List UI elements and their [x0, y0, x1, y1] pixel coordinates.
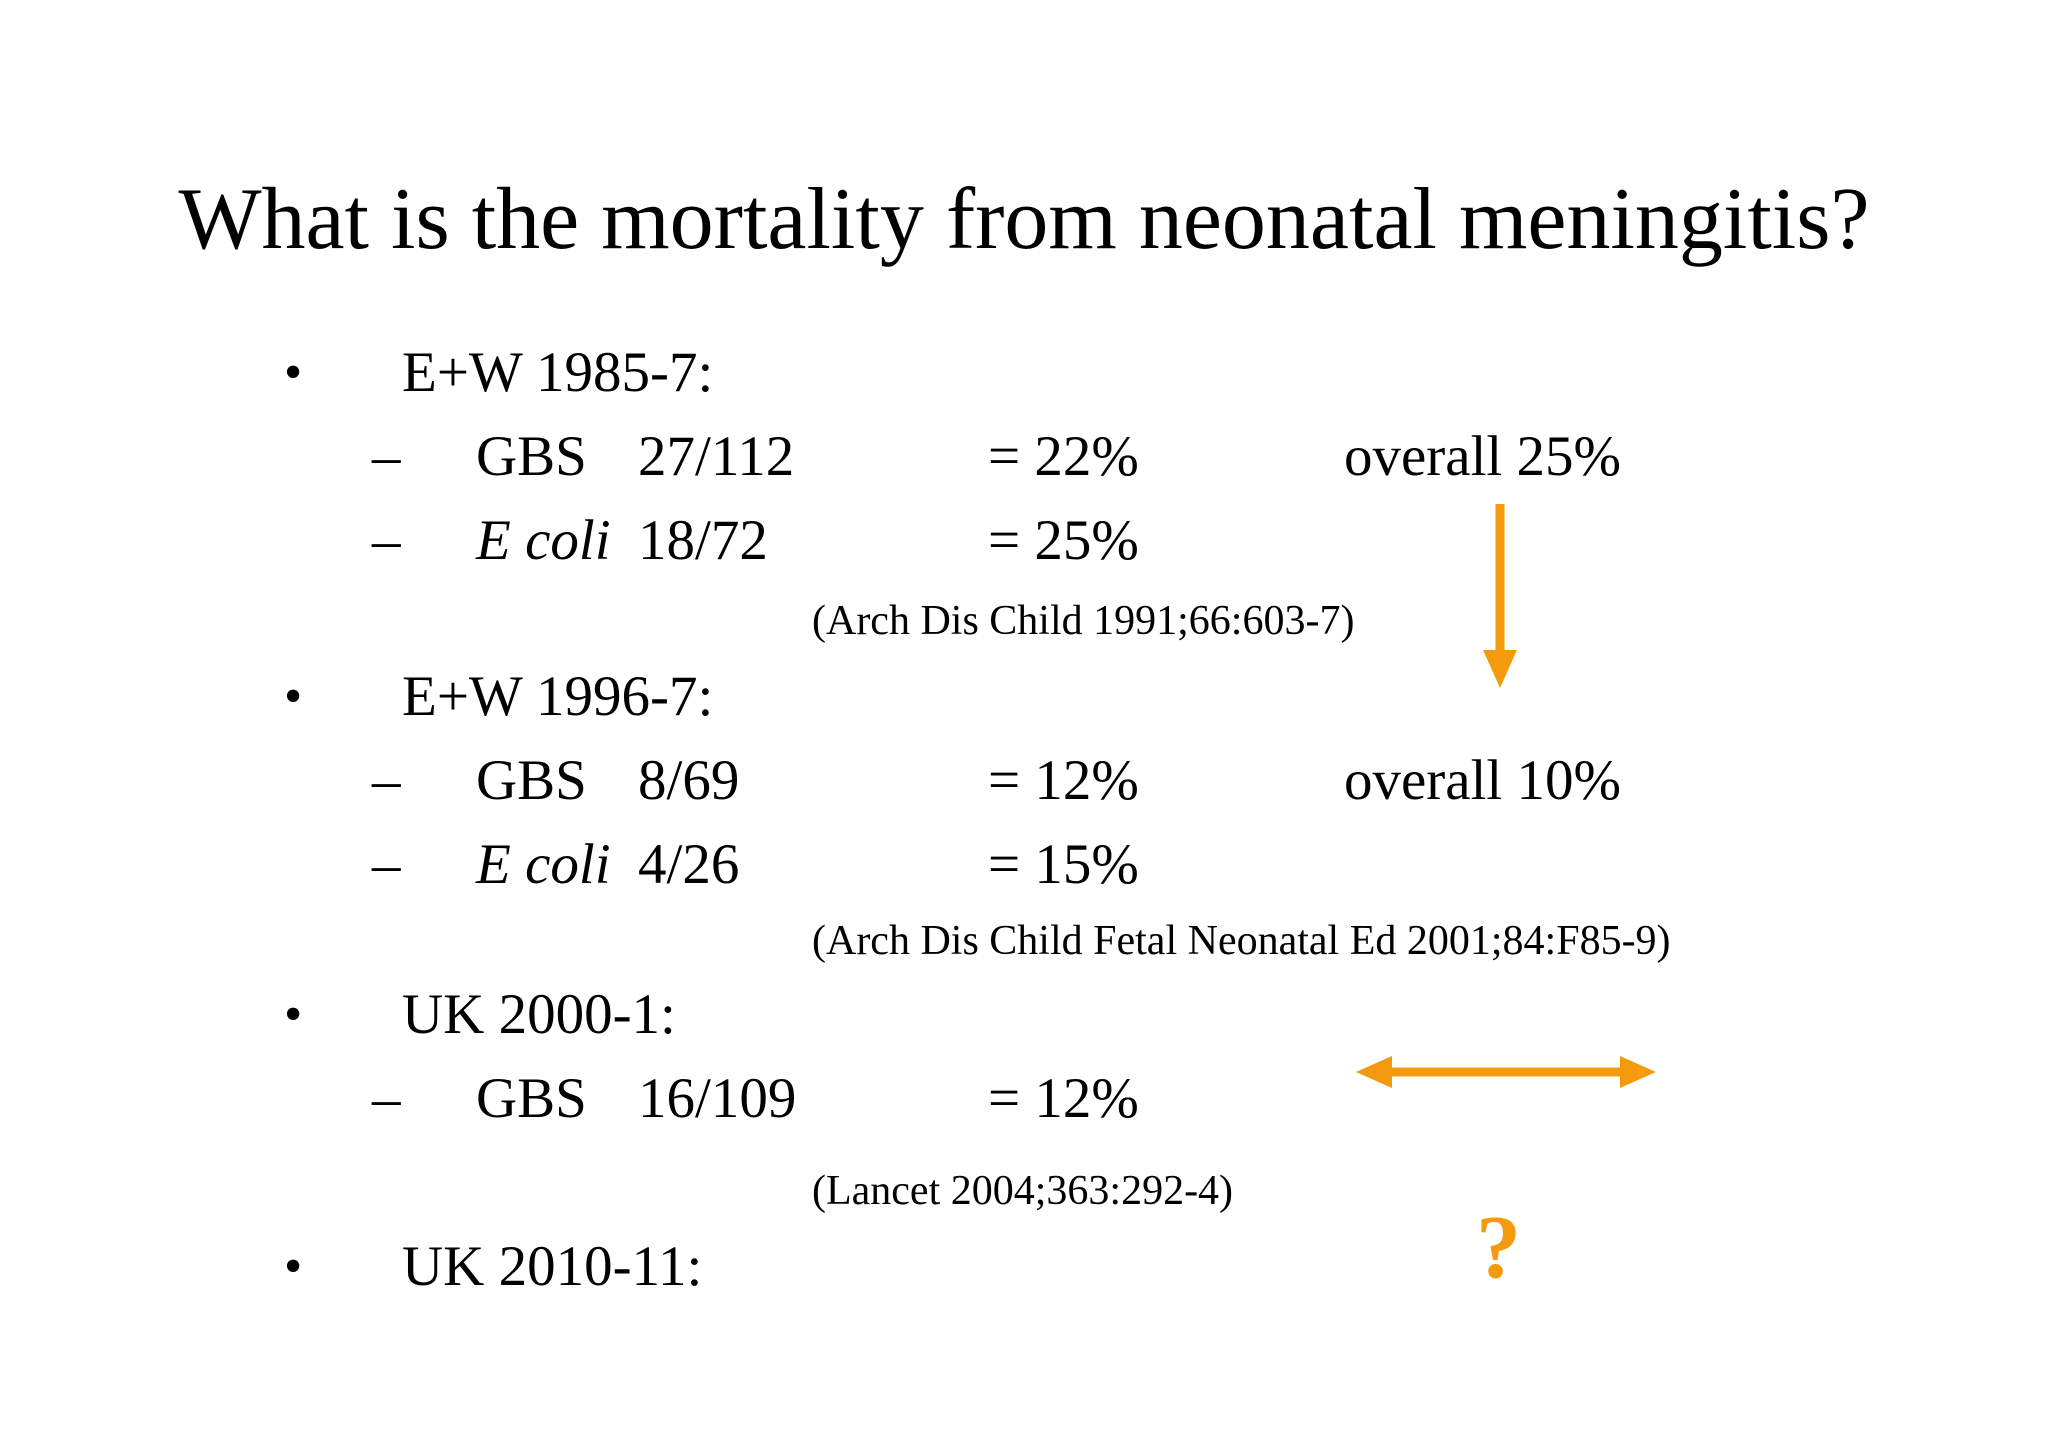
ratio-2-1: 8/69 [638, 749, 740, 812]
overall-2: overall 10% [1344, 749, 1621, 812]
ratio-2-2: 4/26 [638, 833, 740, 896]
percent-1-1: = 22% [988, 425, 1139, 488]
ratio-1-1: 27/112 [638, 425, 795, 488]
question-mark: ? [1476, 1198, 1521, 1297]
bullet-1: • [284, 344, 303, 401]
arrow-left-right-icon [1356, 1056, 1656, 1088]
dash-1-2: – [372, 509, 401, 572]
section-heading-3: UK 2000-1: [402, 983, 676, 1046]
ratio-3-1: 16/109 [638, 1067, 797, 1130]
section-heading-1: E+W 1985-7: [402, 341, 714, 404]
organism-2-2: E coli [476, 833, 611, 896]
bullet-4: • [284, 1238, 303, 1295]
section-heading-4: UK 2010-11: [402, 1235, 703, 1298]
organism-3-1: GBS [476, 1067, 587, 1130]
dash-2-2: – [372, 833, 401, 896]
organism-2-1: GBS [476, 749, 587, 812]
organism-1-1: GBS [476, 425, 587, 488]
percent-2-1: = 12% [988, 749, 1139, 812]
dash-2-1: – [372, 749, 401, 812]
reference-2: (Arch Dis Child Fetal Neonatal Ed 2001;8… [812, 918, 1671, 964]
percent-2-2: = 15% [988, 833, 1139, 896]
bullet-3: • [284, 986, 303, 1043]
percent-1-2: = 25% [988, 509, 1139, 572]
ratio-1-2: 18/72 [638, 509, 768, 572]
section-heading-2: E+W 1996-7: [402, 665, 714, 728]
bullet-2: • [284, 668, 303, 725]
percent-3-1: = 12% [988, 1067, 1139, 1130]
dash-1-1: – [372, 425, 401, 488]
slide-title: What is the mortality from neonatal meni… [178, 171, 1870, 268]
reference-1: (Arch Dis Child 1991;66:603-7) [812, 598, 1355, 644]
overall-1: overall 25% [1344, 425, 1621, 488]
reference-3: (Lancet 2004;363:292-4) [812, 1168, 1234, 1214]
dash-3-1: – [372, 1067, 401, 1130]
arrow-down-icon [1483, 504, 1517, 688]
organism-1-2: E coli [476, 509, 611, 572]
